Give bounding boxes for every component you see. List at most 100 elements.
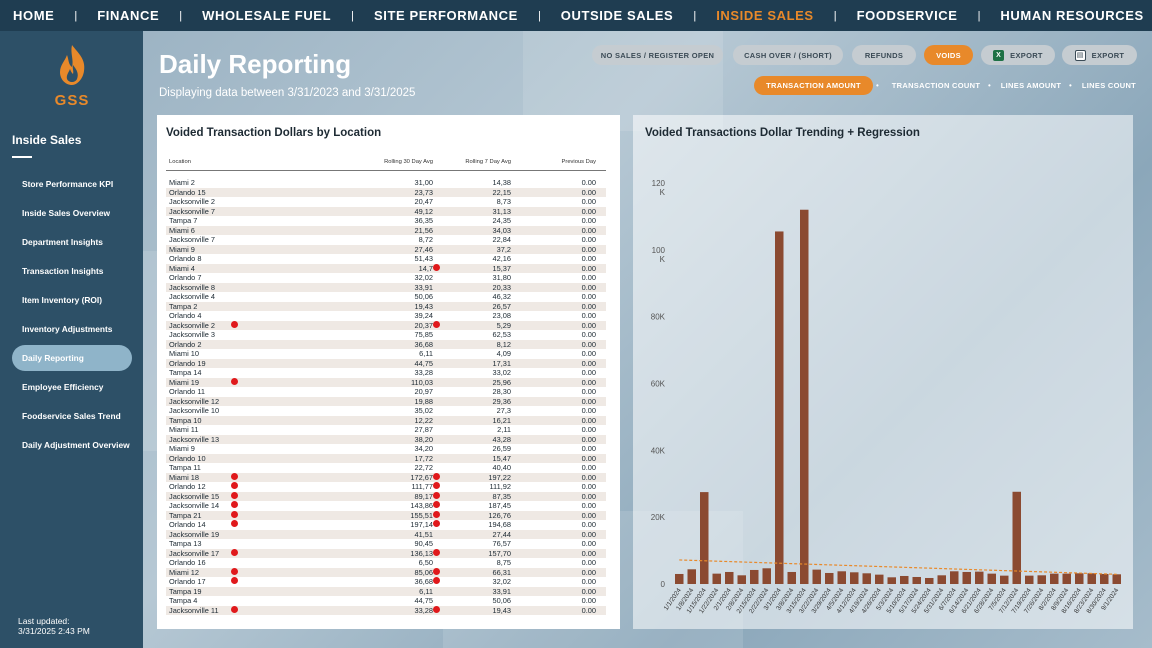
chart-bar[interactable] (912, 576, 922, 584)
refunds-button[interactable]: REFUNDS (852, 45, 916, 65)
nav-home[interactable]: HOME (13, 8, 55, 23)
sidebar-item-daily-reporting[interactable]: Daily Reporting (12, 345, 132, 371)
table-row[interactable]: Orlando 10 17,72 15,47 0.00 (166, 453, 606, 463)
table-row[interactable]: Orlando 19 44,75 17,31 0.00 (166, 358, 606, 368)
table-row[interactable]: Jacksonville 17 136,13 157,70 0.00 (166, 548, 606, 558)
chart-bar[interactable] (987, 573, 997, 584)
table-row[interactable]: Jacksonville 8 33,91 20,33 0.00 (166, 282, 606, 292)
table-row[interactable]: Miami 18 172,67 197,22 0.00 (166, 472, 606, 482)
chart-bar[interactable] (1100, 573, 1109, 584)
chart-bar[interactable] (1062, 573, 1072, 584)
table-row[interactable]: Miami 4 14,7 15,37 0.00 (166, 263, 606, 273)
table-row[interactable]: Tampa 7 36,35 24,35 0.00 (166, 216, 606, 226)
chart-bar[interactable] (787, 571, 797, 584)
table-row[interactable]: Jacksonville 10 35,02 27,3 0.00 (166, 406, 606, 416)
nav-foodservice[interactable]: FOODSERVICE (856, 8, 958, 23)
table-row[interactable]: Jacksonville 4 50,06 46,32 0.00 (166, 292, 606, 302)
chart-bar[interactable] (925, 577, 934, 584)
table-row[interactable]: Jacksonville 15 89,17 87,35 0.00 (166, 491, 606, 501)
chart-bar[interactable] (900, 575, 909, 584)
chart-bar[interactable] (962, 571, 972, 584)
chart-bar[interactable] (762, 568, 772, 584)
chart-bar[interactable] (1075, 573, 1084, 584)
sidebar-item-inside-sales-overview[interactable]: Inside Sales Overview (22, 208, 110, 218)
export-pdf-button[interactable]: ▤ EXPORT (1062, 45, 1137, 65)
chart-bar[interactable] (837, 571, 847, 584)
chart-bar[interactable] (1050, 573, 1059, 584)
table-row[interactable]: Orlando 15 23,73 22,15 0.00 (166, 187, 606, 197)
table-row[interactable]: Miami 19 110,03 25,96 0.00 (166, 377, 606, 387)
table-row[interactable]: Orlando 16 6,50 8,75 0.00 (166, 558, 606, 568)
table-row[interactable]: Miami 11 27,87 2,11 0.00 (166, 425, 606, 435)
metric-transaction-count[interactable]: TRANSACTION COUNT (891, 81, 981, 90)
chart-bar[interactable] (812, 569, 822, 584)
table-row[interactable]: Jacksonville 13 38,20 43,28 0.00 (166, 434, 606, 444)
metric-lines-count[interactable]: LINES COUNT (1081, 81, 1137, 90)
table-row[interactable]: Jacksonville 19 41,51 27,44 0.00 (166, 529, 606, 539)
table-row[interactable]: Tampa 21 155,51 126,76 0.00 (166, 510, 606, 520)
table-row[interactable]: Jacksonville 2 20,37 5,29 0.00 (166, 320, 606, 330)
chart-bar[interactable] (850, 572, 859, 584)
chart-bar[interactable] (737, 575, 747, 584)
table-row[interactable]: Orlando 11 20,97 28,30 0.00 (166, 387, 606, 397)
chart-bar[interactable] (687, 569, 697, 584)
table-row[interactable]: Jacksonville 7 8,72 22,84 0.00 (166, 235, 606, 245)
sidebar-item-employee-efficiency[interactable]: Employee Efficiency (22, 382, 104, 392)
table-row[interactable]: Miami 6 21,56 34,03 0.00 (166, 225, 606, 235)
table-row[interactable]: Orlando 12 111,77 111,92 0.00 (166, 482, 606, 492)
export-excel-button[interactable]: X EXPORT (981, 45, 1055, 65)
table-row[interactable]: Jacksonville 11 33,28 19,43 0.00 (166, 605, 606, 615)
voids-button[interactable]: VOIDS (924, 45, 973, 65)
table-row[interactable]: Miami 12 85,06 66,31 0.00 (166, 567, 606, 577)
chart-bar[interactable] (1012, 491, 1022, 584)
chart-bar[interactable] (975, 571, 984, 584)
cash-over-button[interactable]: CASH OVER / (SHORT) (733, 45, 843, 65)
chart-bar[interactable] (712, 573, 722, 584)
header-location[interactable]: Location (169, 159, 191, 165)
chart-bar[interactable] (675, 573, 684, 584)
logo[interactable]: GSS (52, 43, 92, 109)
table-row[interactable]: Jacksonville 12 19,88 29,36 0.00 (166, 396, 606, 406)
nav-human-resources[interactable]: HUMAN RESOURCES (1000, 8, 1144, 23)
table-row[interactable]: Orlando 7 32,02 31,80 0.00 (166, 273, 606, 283)
chart-bar[interactable] (1112, 574, 1122, 584)
chart-bar[interactable] (937, 575, 947, 584)
chart-bar[interactable] (875, 574, 884, 584)
chart-bar[interactable] (950, 571, 959, 584)
table-row[interactable]: Orlando 8 51,43 42,16 0.00 (166, 254, 606, 264)
chart-bar[interactable] (1025, 575, 1034, 584)
table-row[interactable]: Tampa 11 22,72 40,40 0.00 (166, 463, 606, 473)
header-previous-day[interactable]: Previous Day (561, 159, 596, 165)
table-row[interactable]: Miami 9 27,46 37,2 0.00 (166, 244, 606, 254)
chart-bar[interactable] (1087, 573, 1097, 584)
sidebar-item-store-performance-kpi[interactable]: Store Performance KPI (22, 179, 114, 189)
sidebar-item-inventory-adjustments[interactable]: Inventory Adjustments (22, 324, 113, 334)
sidebar-item-department-insights[interactable]: Department Insights (22, 237, 103, 247)
sidebar-item-foodservice-sales-trend[interactable]: Foodservice Sales Trend (22, 411, 121, 421)
chart-bar[interactable] (825, 572, 834, 584)
metric-transaction-amount[interactable]: TRANSACTION AMOUNT (754, 76, 873, 95)
table-row[interactable]: Orlando 17 36,68 32,02 0.00 (166, 577, 606, 587)
nav-finance[interactable]: FINANCE (97, 8, 160, 23)
table-row[interactable]: Tampa 13 90,45 76,57 0.00 (166, 539, 606, 549)
table-row[interactable]: Miami 10 6,11 4,09 0.00 (166, 349, 606, 359)
table-row[interactable]: Miami 9 34,20 26,59 0.00 (166, 444, 606, 454)
chart-bar[interactable] (887, 577, 897, 584)
table-row[interactable]: Tampa 2 19,43 26,57 0.00 (166, 301, 606, 311)
chart-bar[interactable] (1000, 575, 1009, 584)
chart-bar[interactable] (750, 569, 759, 584)
table-row[interactable]: Jacksonville 14 143,86 187,45 0.00 (166, 501, 606, 511)
chart-bar[interactable] (800, 209, 809, 584)
chart-bar[interactable] (1037, 575, 1047, 584)
table-row[interactable]: Jacksonville 2 20,47 8,73 0.00 (166, 197, 606, 207)
table-row[interactable]: Tampa 4 44,75 50,06 0.00 (166, 596, 606, 606)
table-row[interactable]: Tampa 19 6,11 33,91 0.00 (166, 586, 606, 596)
table-row[interactable]: Orlando 2 36,68 8,12 0.00 (166, 339, 606, 349)
sidebar-item-transaction-insights[interactable]: Transaction Insights (22, 266, 104, 276)
table-row[interactable]: Tampa 14 33,28 33,02 0.00 (166, 368, 606, 378)
nav-wholesale-fuel[interactable]: WHOLESALE FUEL (202, 8, 332, 23)
table-row[interactable]: Orlando 4 39,24 23,08 0.00 (166, 311, 606, 321)
header-rolling-30[interactable]: Rolling 30 Day Avg (384, 159, 433, 165)
chart-bar[interactable] (700, 492, 709, 584)
metric-lines-amount[interactable]: LINES AMOUNT (1000, 81, 1062, 90)
